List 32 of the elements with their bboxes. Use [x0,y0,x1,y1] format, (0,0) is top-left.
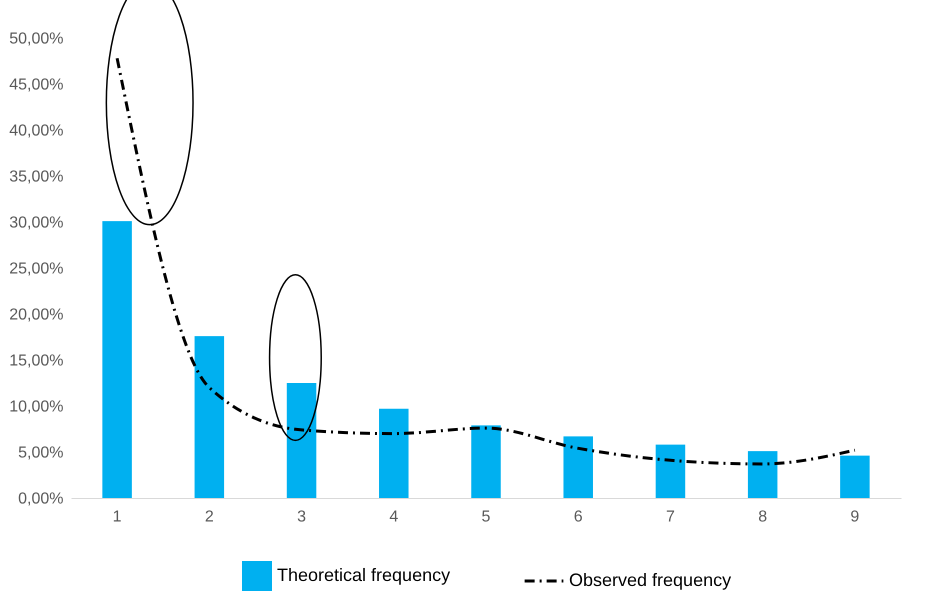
x-tick-label: 9 [850,508,860,526]
bar [286,383,316,498]
bar [102,221,132,498]
y-tick-label: 5,00% [18,444,64,462]
bar [471,425,501,498]
y-tick-label: 15,00% [9,352,64,370]
bar [840,456,870,498]
x-tick-label: 6 [574,508,583,526]
y-tick-label: 35,00% [9,168,64,186]
y-tick-label: 50,00% [9,30,64,48]
bar [656,444,686,498]
y-tick-label: 0,00% [18,490,64,508]
y-tick-label: 10,00% [9,398,64,416]
x-tick-label: 7 [666,508,675,526]
x-tick-label: 4 [389,508,398,526]
x-tick-label: 2 [204,508,214,526]
x-tick-label: 3 [297,508,306,526]
bar [748,451,778,498]
bar [563,436,593,498]
legend-label: Observed frequency [569,570,732,590]
bar [379,408,409,498]
line-series [116,56,856,466]
y-tick-label: 45,00% [9,76,64,94]
x-tick-label: 8 [758,508,768,526]
y-tick-label: 25,00% [9,260,64,278]
y-tick-label: 20,00% [9,306,64,324]
y-tick-label: 30,00% [9,214,64,232]
y-tick-label: 40,00% [9,122,64,140]
legend-label: Theoretical frequency [277,565,450,585]
x-tick-label: 5 [482,508,491,526]
bar [194,336,224,498]
x-tick-label: 1 [112,508,122,526]
